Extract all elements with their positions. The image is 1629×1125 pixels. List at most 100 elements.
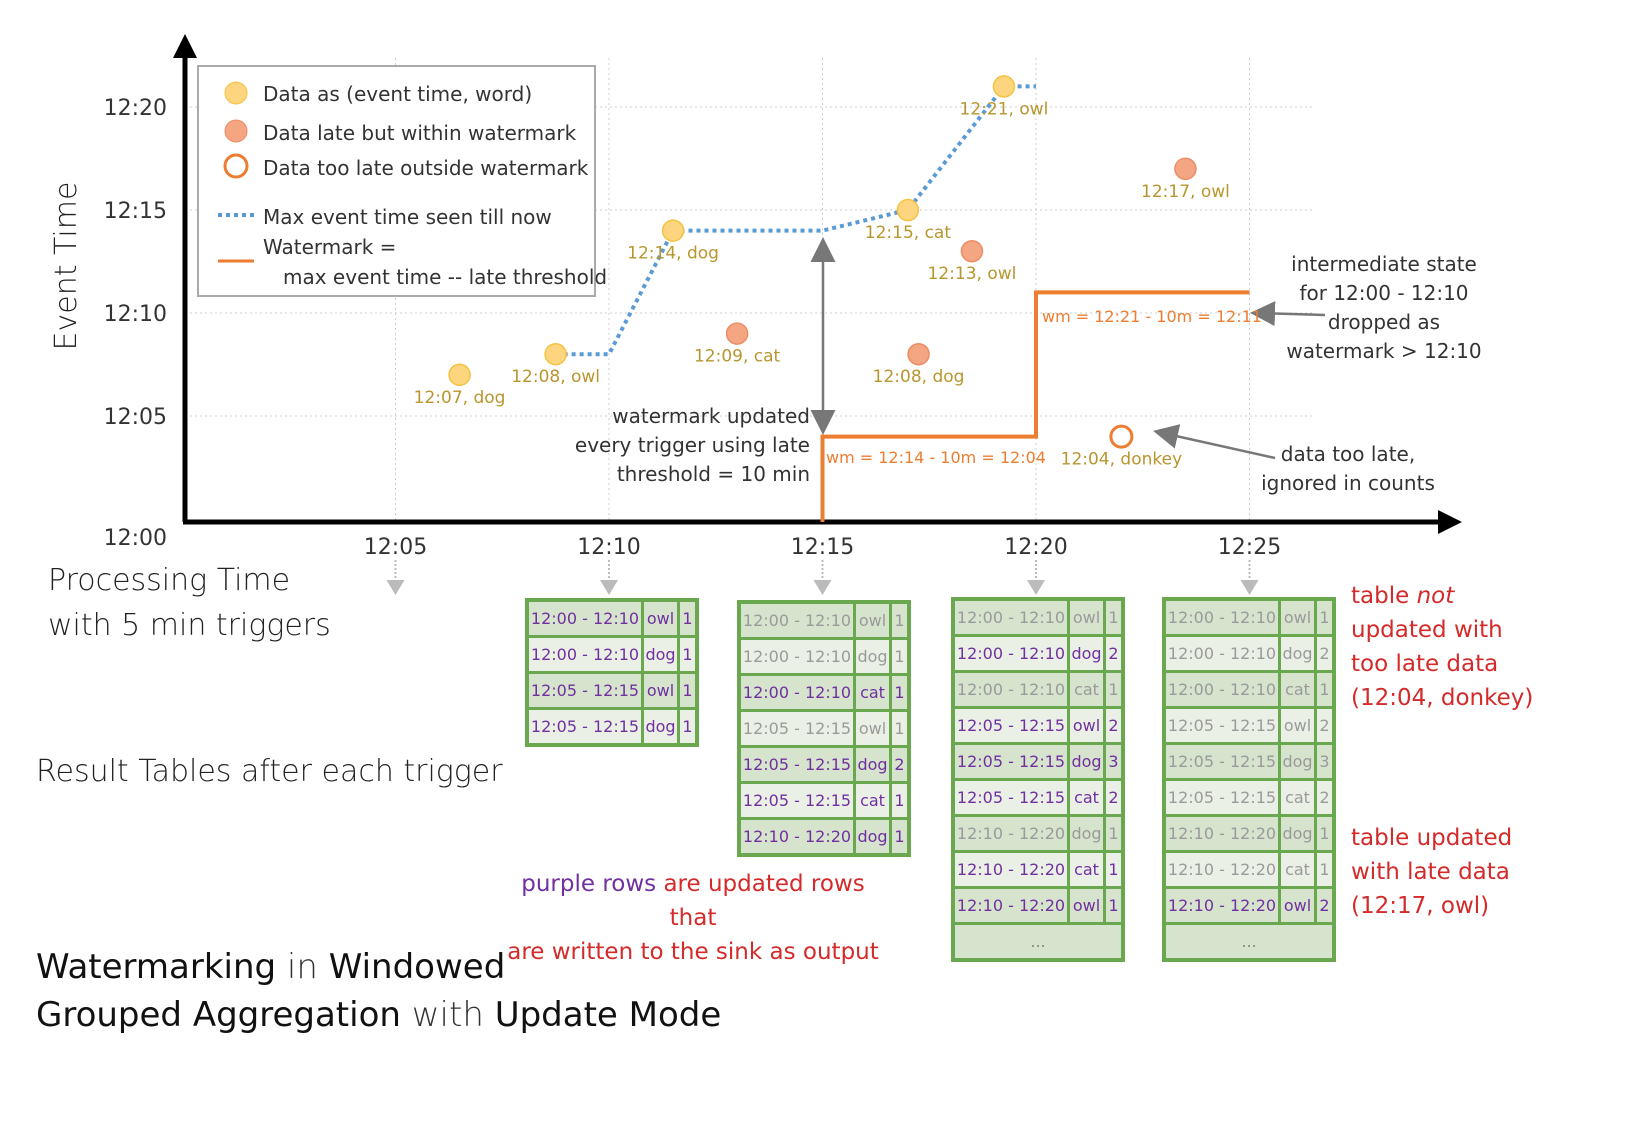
count-cell: 1 — [892, 604, 907, 637]
legend-max-line: Max event time seen till now — [263, 205, 552, 229]
table-row: 12:00 - 12:10 dog 2 — [955, 637, 1121, 670]
y-axis-label: Event Time — [49, 182, 84, 351]
y-tick-label: 12:10 — [104, 302, 167, 327]
updated-note: table updated with late data (12:17, owl) — [1351, 825, 1513, 919]
word-cell: cat — [1281, 781, 1314, 814]
trigger-arrow-head — [386, 580, 405, 595]
more-rows: ... — [955, 925, 1121, 958]
window-cell: 12:00 - 12:10 — [529, 602, 641, 635]
x-axis-arrow — [1438, 510, 1462, 534]
intermediate-arrow — [1250, 301, 1326, 327]
wm1-label: wm = 12:14 - 10m = 12:04 — [826, 448, 1046, 467]
word-cell: cat — [1070, 853, 1103, 886]
data-point-late — [960, 239, 984, 263]
count-cell: 2 — [1317, 709, 1332, 742]
x-tick-label: 12:20 — [1004, 535, 1067, 560]
window-cell: 12:00 - 12:10 — [1166, 601, 1278, 634]
more-rows: ... — [1166, 925, 1332, 958]
table-row: 12:00 - 12:10 cat 1 — [955, 673, 1121, 706]
window-cell: 12:10 - 12:20 — [1166, 853, 1278, 886]
count-cell: 2 — [1317, 637, 1332, 670]
legend-on-time: Data as (event time, word) — [263, 82, 532, 106]
word-cell: owl — [856, 712, 889, 745]
x-tick-label: 12:25 — [1218, 535, 1281, 560]
word-cell: dog — [856, 748, 889, 781]
word-cell: cat — [856, 676, 889, 709]
y-tick-label: 12:00 — [104, 526, 167, 551]
result-tables-label: Result Tables after each trigger — [36, 754, 503, 789]
y-axis-arrow — [173, 34, 197, 58]
window-cell: 12:05 - 12:15 — [741, 748, 853, 781]
count-cell: 1 — [680, 638, 695, 671]
diagram-title: Watermarking in Windowed Grouped Aggrega… — [36, 947, 722, 1035]
x-axis-label-2: with 5 min triggers — [48, 608, 331, 643]
data-point-on-time — [661, 219, 685, 242]
data-point-too-late — [1109, 424, 1134, 449]
count-cell: 2 — [1317, 889, 1332, 922]
window-cell: 12:10 - 12:20 — [955, 817, 1067, 850]
purple-rows-note: purple rows are updated rows that are wri… — [507, 871, 879, 965]
window-cell: 12:05 - 12:15 — [1166, 745, 1278, 778]
y-tick-label: 12:15 — [104, 199, 167, 224]
max-event-time-line — [555, 84, 1036, 357]
window-cell: 12:10 - 12:20 — [741, 820, 853, 853]
window-cell: 12:00 - 12:10 — [741, 604, 853, 637]
watermark-updated-note: watermark updated every trigger using lat… — [574, 404, 810, 486]
word-cell: dog — [1070, 745, 1103, 778]
count-cell: 1 — [892, 676, 907, 709]
word-cell: dog — [644, 638, 677, 671]
table-row: 12:10 - 12:20 dog 1 — [1166, 817, 1332, 850]
grid-lines — [185, 58, 1315, 595]
count-cell: 2 — [1106, 637, 1121, 670]
data-point-label: 12:08, owl — [511, 367, 600, 387]
data-point-label: 12:04, donkey — [1061, 450, 1183, 470]
table-row: 12:05 - 12:15 owl 1 — [529, 674, 695, 707]
word-cell: owl — [1070, 889, 1103, 922]
count-cell: 1 — [1317, 601, 1332, 634]
table-row: 12:10 - 12:20 dog 1 — [955, 817, 1121, 850]
data-point-label: 12:14, dog — [627, 244, 719, 264]
word-cell: dog — [856, 640, 889, 673]
data-point-on-time — [896, 198, 920, 222]
count-cell: 2 — [1106, 781, 1121, 814]
word-cell: dog — [1281, 637, 1314, 670]
word-cell: owl — [1281, 709, 1314, 742]
count-cell: 1 — [892, 640, 907, 673]
table-row: 12:00 - 12:10 cat 1 — [1166, 673, 1332, 706]
window-cell: 12:10 - 12:20 — [955, 853, 1067, 886]
data-point-late — [725, 322, 749, 345]
table-row: 12:10 - 12:20 cat 1 — [955, 853, 1121, 886]
window-cell: 12:05 - 12:15 — [955, 781, 1067, 814]
count-cell: 1 — [1106, 673, 1121, 706]
data-point-label: 12:15, cat — [865, 223, 952, 243]
table-row: 12:10 - 12:20 cat 1 — [1166, 853, 1332, 886]
table-row: 12:00 - 12:10 cat 1 — [741, 676, 907, 709]
word-cell: owl — [1281, 889, 1314, 922]
table-row: 12:05 - 12:15 cat 2 — [955, 781, 1121, 814]
y-tick-label: 12:05 — [104, 405, 167, 430]
trigger-arrow-head — [1027, 580, 1045, 595]
result-table-1220: 12:00 - 12:10 owl 1 12:00 - 12:10 dog 2 12:00 … — [951, 597, 1125, 962]
count-cell: 2 — [1106, 709, 1121, 742]
count-cell: 1 — [680, 674, 695, 707]
table-row: 12:10 - 12:20 dog 1 — [741, 820, 907, 853]
word-cell: owl — [1281, 601, 1314, 634]
legend-watermark-2: max event time -- late threshold — [283, 265, 607, 289]
count-cell: 1 — [1317, 817, 1332, 850]
count-cell: 1 — [680, 602, 695, 635]
table-row: 12:05 - 12:15 dog 1 — [529, 710, 695, 743]
window-cell: 12:00 - 12:10 — [955, 637, 1067, 670]
window-cell: 12:00 - 12:10 — [529, 638, 641, 671]
word-cell: owl — [644, 602, 677, 635]
x-tick-label: 12:05 — [364, 535, 427, 560]
table-row: 12:05 - 12:15 owl 2 — [1166, 709, 1332, 742]
count-cell: 1 — [892, 820, 907, 853]
table-row: 12:10 - 12:20 owl 1 — [955, 889, 1121, 922]
watermark-line — [820, 290, 1250, 522]
intermediate-state-note: intermediate state for 12:00 - 12:10 dropp… — [1286, 252, 1482, 363]
window-cell: 12:00 - 12:10 — [955, 601, 1067, 634]
window-cell: 12:05 - 12:15 — [955, 709, 1067, 742]
legend-watermark: Watermark = — [263, 235, 396, 259]
window-cell: 12:00 - 12:10 — [1166, 673, 1278, 706]
x-tick-label: 12:10 — [577, 535, 640, 560]
